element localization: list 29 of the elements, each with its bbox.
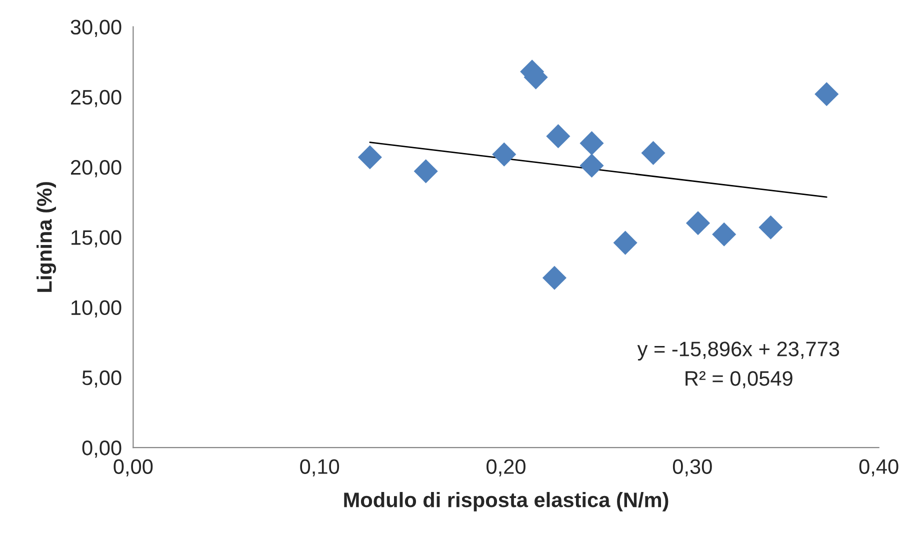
y-tick-label: 25,00 — [70, 90, 122, 108]
x-tick-label: 0,00 — [114, 459, 153, 476]
x-tick-label: 0,30 — [672, 459, 712, 476]
y-tick-label: 30,00 — [70, 20, 122, 38]
y-tick-label: 15,00 — [72, 230, 122, 248]
point — [641, 141, 666, 166]
point — [686, 211, 710, 236]
point — [613, 230, 638, 255]
point — [542, 266, 566, 290]
y-axis-title: Lignina (%) — [36, 182, 56, 292]
point — [414, 159, 438, 184]
point — [712, 222, 736, 246]
x-tick-label: 0,20 — [486, 459, 526, 476]
point — [358, 145, 382, 170]
point — [580, 154, 604, 178]
point — [758, 215, 783, 240]
y-tick-label: 5,00 — [82, 370, 122, 388]
y-tick-label: 20,00 — [70, 160, 122, 178]
point — [546, 124, 570, 148]
annotation: R² = 0,0549 — [686, 371, 792, 388]
x-tick-label: 0,40 — [859, 459, 898, 476]
y-tick-label: 0,00 — [82, 440, 122, 458]
point — [492, 142, 516, 166]
x-axis-title: Modulo di risposta elastica (N/m) — [344, 492, 668, 512]
x-tick-label: 0,10 — [300, 459, 340, 476]
annotation: y = -15,896x + 23,773 — [637, 342, 840, 360]
point — [814, 82, 839, 106]
point — [580, 131, 604, 156]
y-tick-label: 10,00 — [72, 300, 122, 318]
